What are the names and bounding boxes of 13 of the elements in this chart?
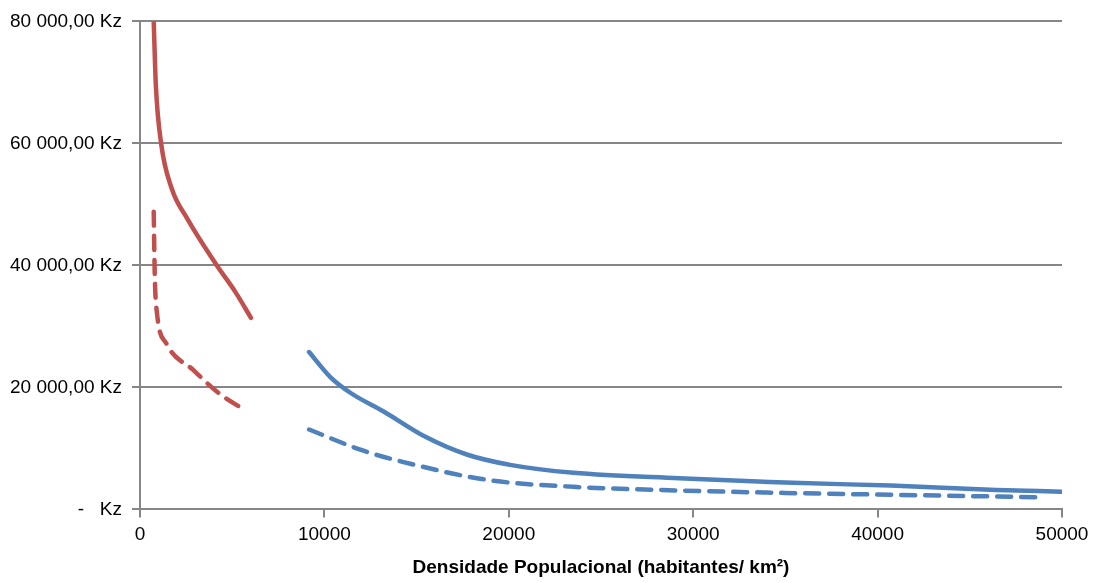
y-tick-label: 20 000,00 Kz (9, 375, 122, 397)
x-tick-label: 30000 (666, 523, 720, 545)
y-tick-label: - Kz (77, 497, 122, 519)
x-axis-title: Densidade Populacional (habitantes/ km²) (412, 555, 790, 577)
x-tick-label: 0 (134, 523, 146, 545)
x-tick-label: 10000 (297, 523, 351, 545)
y-tick-label: 60 000,00 Kz (9, 131, 122, 153)
x-tick-label: 20000 (482, 523, 536, 545)
y-tick-label: 80 000,00 Kz (9, 9, 122, 31)
line-series (151, 21, 254, 321)
x-tick-label: 40000 (851, 523, 905, 545)
y-tick-label: 40 000,00 Kz (9, 253, 122, 275)
x-tick-label: 50000 (1035, 523, 1089, 545)
